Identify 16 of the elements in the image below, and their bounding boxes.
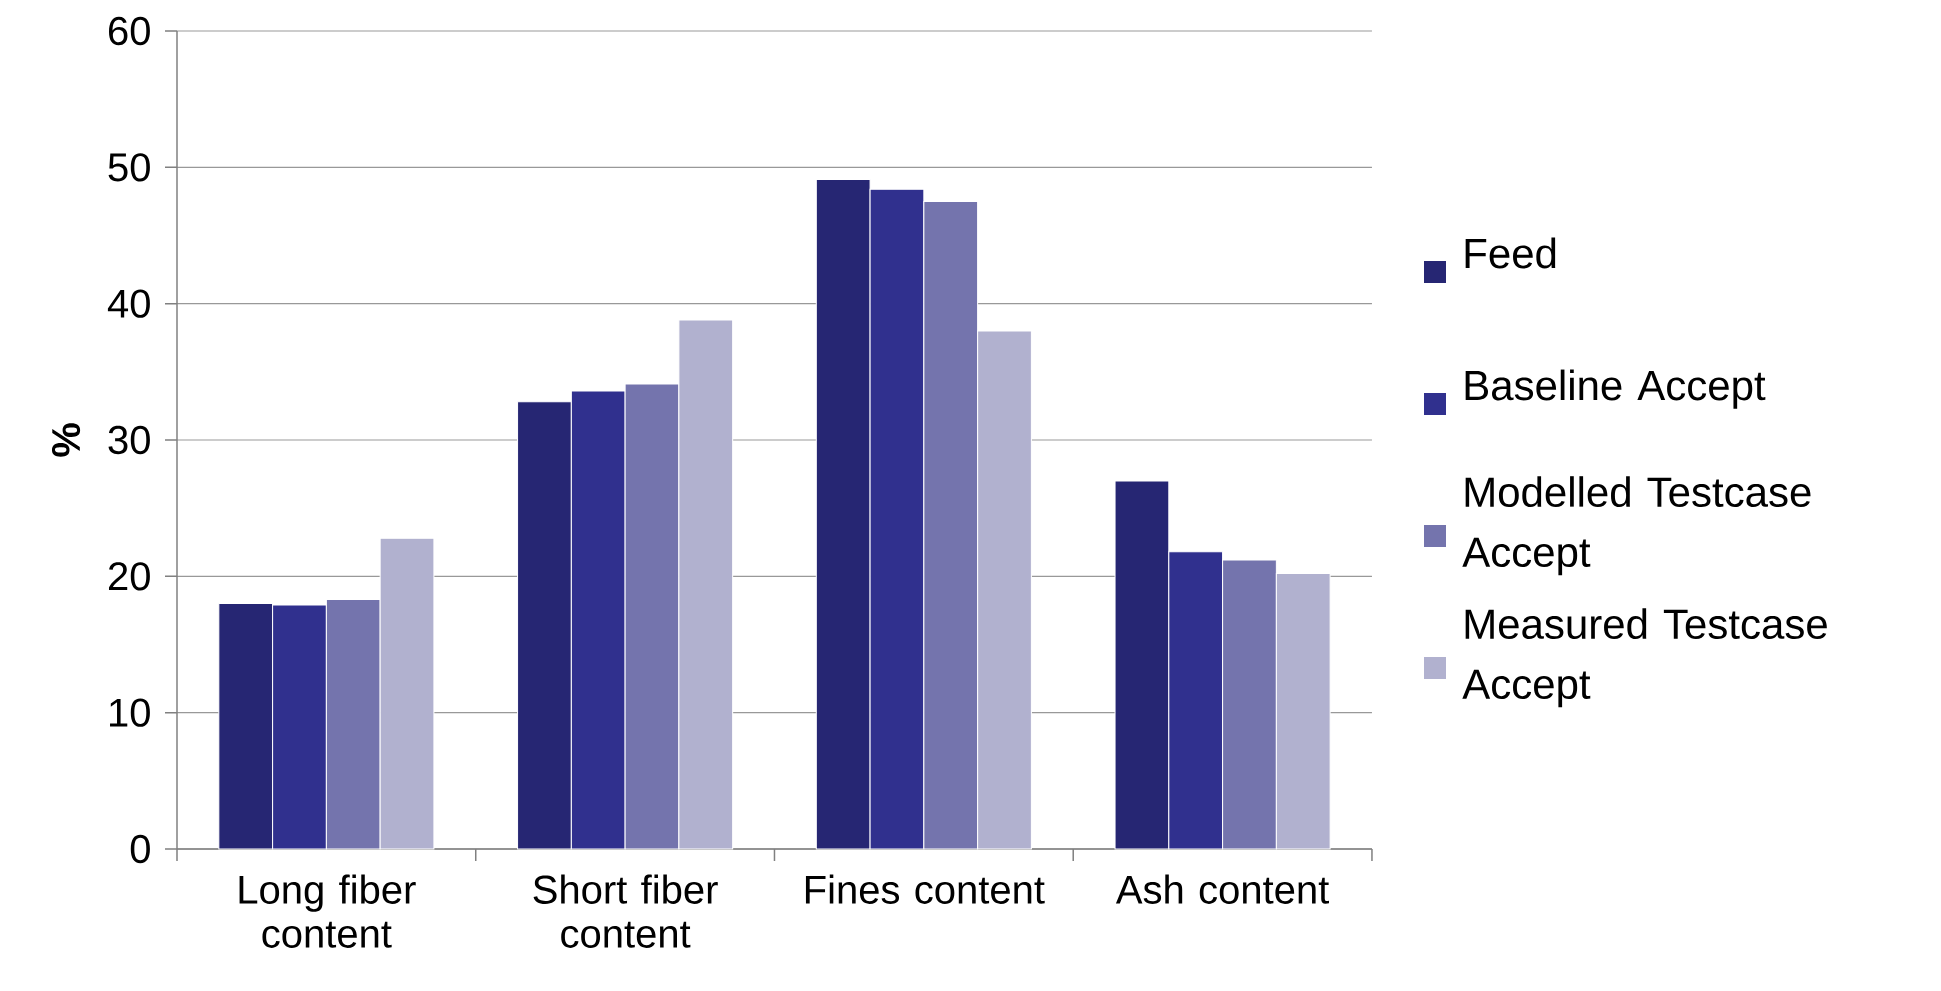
x-tick-label: Long fiber content bbox=[239, 874, 416, 948]
y-axis-title: % bbox=[51, 423, 81, 457]
x-tick-label: Fines content bbox=[805, 874, 1045, 904]
legend-label: Baseline Accept bbox=[1465, 369, 1766, 409]
x-tick-label: Short fiber content bbox=[533, 874, 718, 948]
y-tick-label: 20 bbox=[108, 562, 150, 591]
y-tick-label: 50 bbox=[108, 153, 150, 182]
legend-label: Feed bbox=[1465, 237, 1556, 269]
y-tick-label: 30 bbox=[108, 425, 150, 455]
legend-label: Modelled Testcase Accept bbox=[1462, 476, 1811, 576]
y-tick-label: 10 bbox=[110, 698, 150, 727]
y-tick-label: 0 bbox=[130, 834, 150, 864]
y-tick-label: 40 bbox=[107, 289, 150, 318]
x-tick-label: Ash content bbox=[1115, 874, 1329, 904]
y-tick-label: 60 bbox=[109, 16, 150, 46]
legend-label: Measured Testcase Accept bbox=[1462, 608, 1827, 708]
